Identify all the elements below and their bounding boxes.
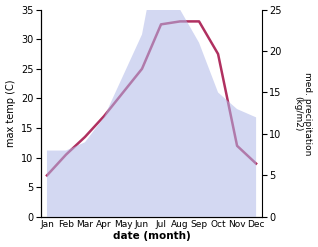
Y-axis label: med. precipitation
(kg/m2): med. precipitation (kg/m2) xyxy=(293,72,313,155)
Y-axis label: max temp (C): max temp (C) xyxy=(5,80,16,147)
X-axis label: date (month): date (month) xyxy=(113,231,190,242)
